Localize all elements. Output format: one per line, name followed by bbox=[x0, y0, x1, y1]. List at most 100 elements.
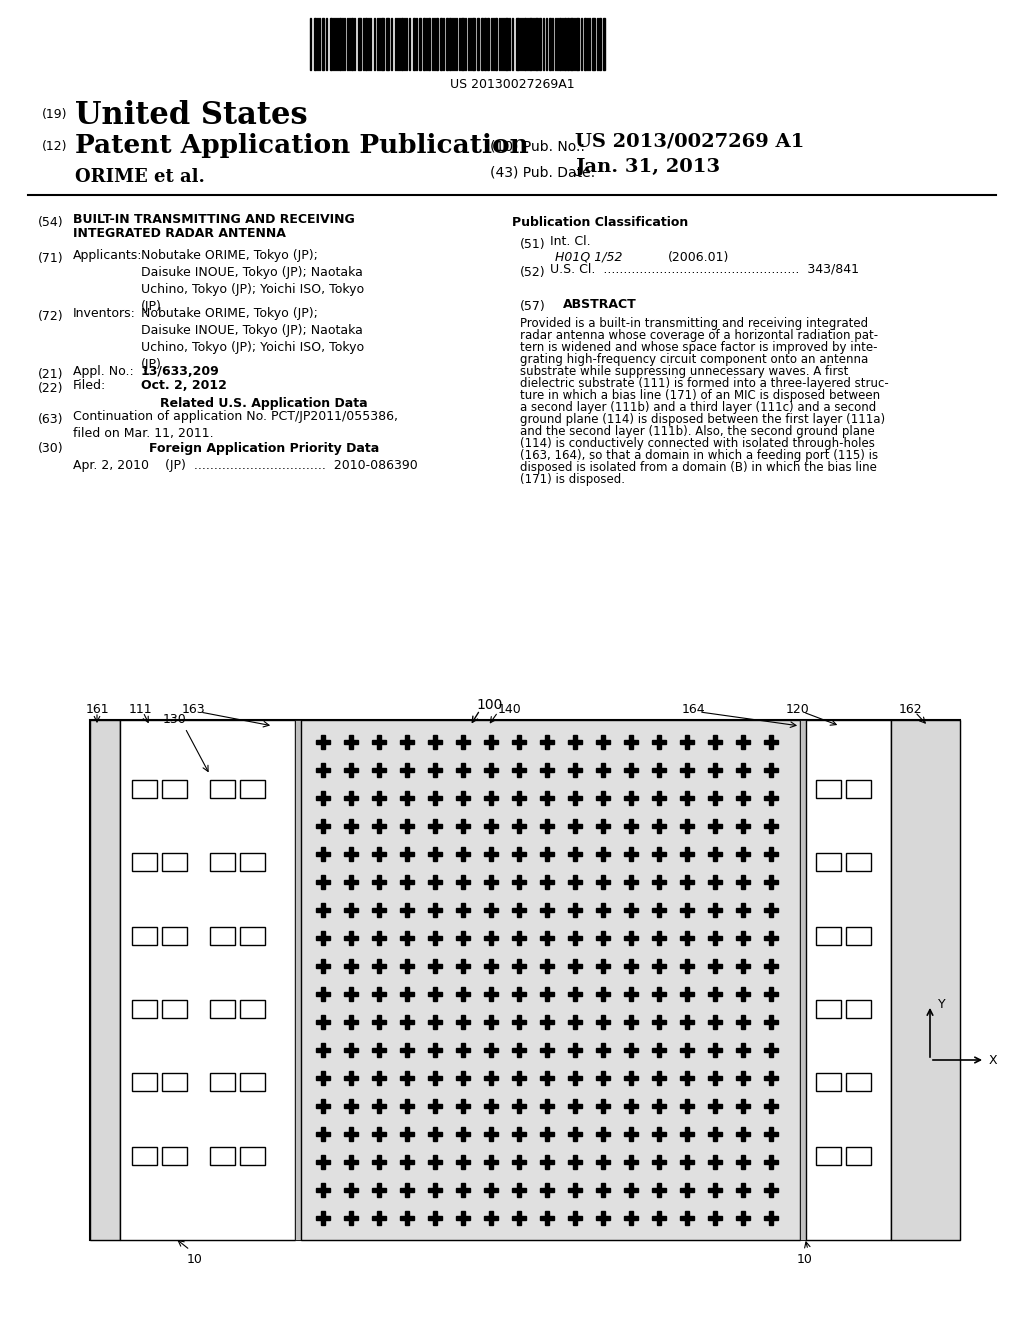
Text: (163, 164), so that a domain in which a feeding port (115) is: (163, 164), so that a domain in which a … bbox=[520, 449, 879, 462]
Bar bbox=[713, 960, 717, 973]
Bar bbox=[568, 768, 582, 772]
Bar bbox=[461, 1155, 465, 1170]
Bar bbox=[846, 1147, 871, 1164]
Bar bbox=[456, 796, 470, 800]
Bar bbox=[512, 936, 526, 940]
Bar bbox=[816, 853, 841, 871]
Bar bbox=[764, 1104, 778, 1107]
Bar bbox=[601, 1071, 605, 1085]
Bar bbox=[400, 741, 414, 744]
Bar bbox=[846, 1073, 871, 1092]
Bar bbox=[764, 741, 778, 744]
Bar bbox=[162, 1073, 187, 1092]
Bar bbox=[321, 903, 325, 917]
Text: X: X bbox=[989, 1053, 997, 1067]
Bar bbox=[540, 908, 554, 912]
Bar bbox=[316, 936, 330, 940]
Bar bbox=[624, 1076, 638, 1080]
Bar bbox=[685, 903, 689, 917]
Bar bbox=[377, 847, 381, 861]
Bar bbox=[423, 18, 425, 70]
Text: INTEGRATED RADAR ANTENNA: INTEGRATED RADAR ANTENNA bbox=[73, 227, 286, 240]
Bar bbox=[321, 875, 325, 888]
Text: ground plane (114) is disposed between the first layer (111a): ground plane (114) is disposed between t… bbox=[520, 413, 885, 426]
Bar bbox=[372, 851, 386, 855]
Bar bbox=[764, 1076, 778, 1080]
Bar bbox=[573, 763, 577, 777]
Bar bbox=[349, 791, 353, 805]
Text: (10) Pub. No.:: (10) Pub. No.: bbox=[490, 140, 585, 154]
Text: 164: 164 bbox=[681, 704, 705, 715]
Bar bbox=[573, 791, 577, 805]
Text: a second layer (111b) and a third layer (111c) and a second: a second layer (111b) and a third layer … bbox=[520, 401, 877, 414]
Bar bbox=[629, 903, 633, 917]
Bar bbox=[601, 1043, 605, 1057]
Bar bbox=[495, 18, 497, 70]
Bar bbox=[132, 927, 157, 945]
Bar bbox=[446, 18, 449, 70]
Bar bbox=[736, 768, 750, 772]
Bar bbox=[433, 763, 437, 777]
Text: Applicants:: Applicants: bbox=[73, 249, 142, 261]
Bar bbox=[685, 818, 689, 833]
Bar bbox=[629, 791, 633, 805]
Bar bbox=[769, 1043, 773, 1057]
Bar bbox=[301, 719, 800, 1239]
Bar bbox=[599, 18, 601, 70]
Bar bbox=[372, 1160, 386, 1164]
Bar bbox=[433, 1043, 437, 1057]
Text: Provided is a built-in transmitting and receiving integrated: Provided is a built-in transmitting and … bbox=[520, 317, 868, 330]
Bar bbox=[741, 791, 745, 805]
Bar bbox=[573, 960, 577, 973]
Bar bbox=[769, 903, 773, 917]
Bar bbox=[400, 1216, 414, 1220]
Bar bbox=[484, 741, 498, 744]
Bar bbox=[596, 964, 610, 968]
Bar bbox=[680, 1188, 694, 1192]
Bar bbox=[321, 791, 325, 805]
Bar bbox=[401, 18, 403, 70]
Bar bbox=[652, 1216, 666, 1220]
Text: United States: United States bbox=[75, 100, 307, 131]
Bar bbox=[461, 763, 465, 777]
Bar bbox=[484, 1133, 498, 1137]
Bar bbox=[713, 763, 717, 777]
Bar bbox=[680, 741, 694, 744]
Text: (21): (21) bbox=[38, 368, 63, 381]
Bar bbox=[680, 1020, 694, 1024]
Bar bbox=[484, 824, 498, 828]
Bar bbox=[456, 1160, 470, 1164]
Bar bbox=[741, 875, 745, 888]
Bar bbox=[489, 903, 493, 917]
Bar bbox=[680, 1216, 694, 1220]
Bar bbox=[406, 735, 409, 748]
Bar bbox=[540, 964, 554, 968]
Bar bbox=[406, 1100, 409, 1113]
Bar bbox=[428, 768, 442, 772]
Text: Appl. No.:: Appl. No.: bbox=[73, 366, 134, 378]
Bar bbox=[596, 1216, 610, 1220]
Bar bbox=[316, 796, 330, 800]
Bar bbox=[344, 880, 358, 884]
Bar bbox=[512, 880, 526, 884]
Bar bbox=[596, 936, 610, 940]
Bar bbox=[461, 818, 465, 833]
Bar bbox=[545, 1183, 549, 1197]
Bar bbox=[428, 18, 430, 70]
Bar bbox=[517, 1100, 521, 1113]
Bar bbox=[540, 1160, 554, 1164]
Bar bbox=[316, 880, 330, 884]
Bar bbox=[372, 1076, 386, 1080]
Bar bbox=[540, 1104, 554, 1107]
Bar bbox=[540, 1048, 554, 1052]
Bar bbox=[210, 927, 234, 945]
Bar bbox=[545, 847, 549, 861]
Text: (54): (54) bbox=[38, 216, 63, 228]
Bar bbox=[573, 1210, 577, 1225]
Bar bbox=[484, 1020, 498, 1024]
Bar bbox=[764, 993, 778, 997]
Bar bbox=[456, 1188, 470, 1192]
Bar bbox=[461, 875, 465, 888]
Bar bbox=[433, 1127, 437, 1140]
Bar bbox=[517, 735, 521, 748]
